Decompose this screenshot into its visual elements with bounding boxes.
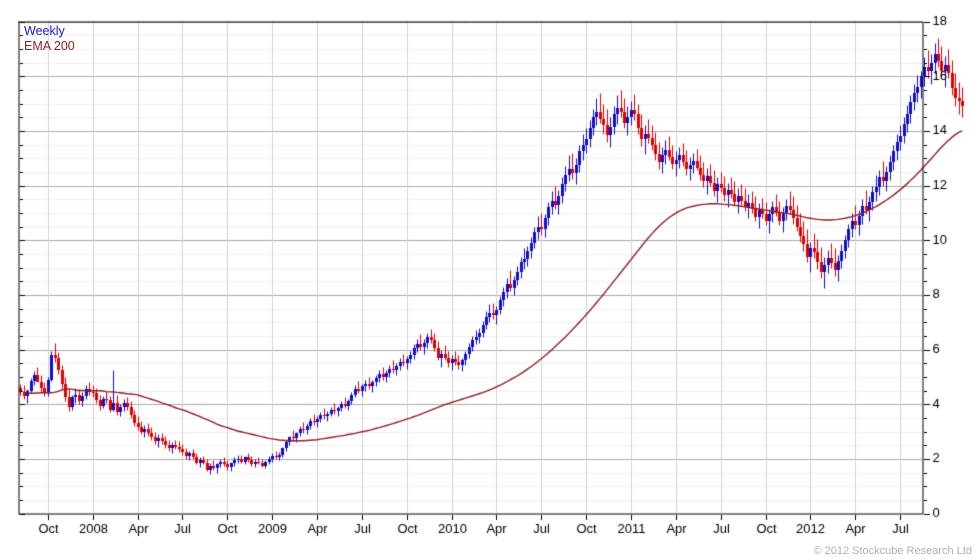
copyright-notice: © 2012 Stockcube Research Ltd	[813, 545, 972, 557]
legend-item-ema200: EMA 200	[24, 39, 75, 53]
legend-item-weekly: Weekly	[24, 24, 65, 38]
chart-legend: Weekly EMA 200	[24, 24, 75, 54]
